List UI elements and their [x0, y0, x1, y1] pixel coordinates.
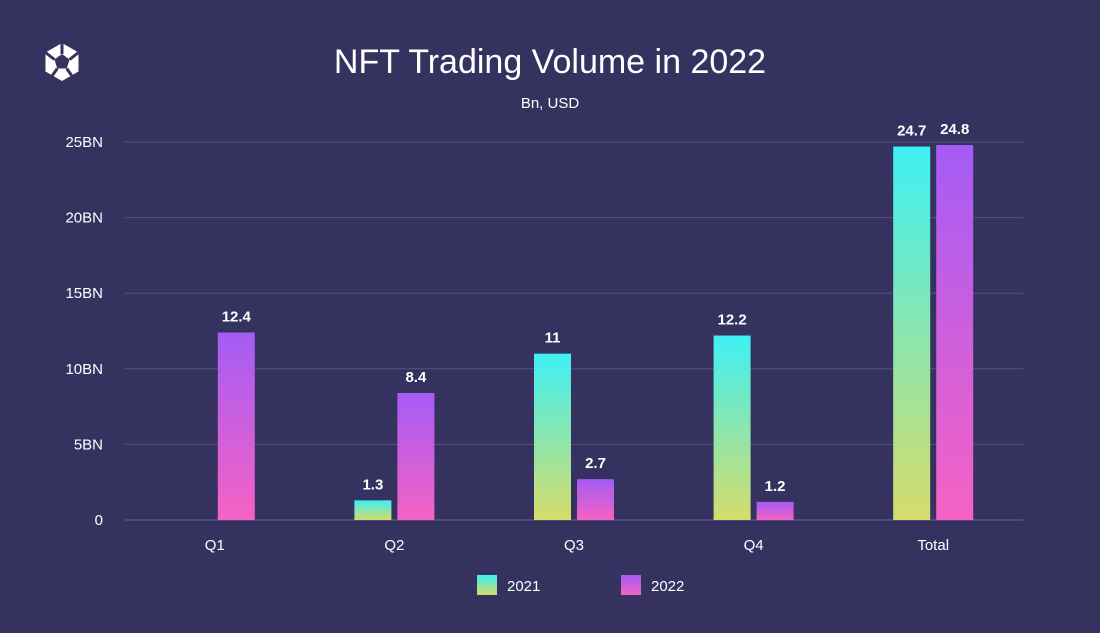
x-tick-label: Q2 [384, 537, 404, 554]
y-tick-label: 5BN [74, 436, 103, 453]
legend-swatch-2021 [477, 575, 497, 595]
data-label: 2.7 [585, 455, 606, 472]
bar-2022-Q1 [217, 332, 255, 520]
y-tick-label: 20BN [65, 210, 103, 227]
bar-2021-Q3 [534, 353, 571, 520]
bar-2022-Q2 [397, 392, 435, 520]
bars [217, 145, 974, 521]
legend-item-2022: 2022 [621, 575, 684, 595]
data-label: 8.4 [405, 369, 427, 386]
y-tick-label: 25BN [65, 134, 103, 151]
x-tick-label: Q4 [744, 537, 764, 554]
bar-2021-Q4 [713, 335, 751, 520]
gridlines [125, 141, 1023, 521]
x-tick-label: Q3 [564, 537, 584, 554]
legend-item-2021: 2021 [477, 575, 540, 595]
data-label: 24.8 [940, 121, 969, 138]
y-tick-label: 15BN [65, 285, 103, 302]
x-tick-label: Total [917, 537, 949, 554]
legend-label-2021: 2021 [507, 578, 540, 595]
legend: 2021 2022 [477, 575, 684, 595]
bar-2022-Total [936, 145, 974, 521]
legend-label-2022: 2022 [651, 578, 684, 595]
y-axis-ticks: 0 5BN 10BN 15BN 20BN 25BN [65, 134, 103, 529]
chart-title: NFT Trading Volume in 2022 [334, 43, 766, 81]
x-axis-categories: Q1 Q2 Q3 Q4 Total [205, 537, 949, 554]
data-labels: 12.4 1.3 8.4 11 2.7 12.2 1.2 24.7 24.8 [222, 121, 970, 495]
data-label: 24.7 [897, 123, 926, 140]
hexagon-star-logo-icon [44, 43, 80, 81]
bar-2022-Q4 [756, 501, 794, 520]
data-label: 11 [545, 330, 561, 347]
y-tick-label: 0 [95, 512, 103, 529]
legend-swatch-2022 [621, 575, 641, 595]
data-label: 1.2 [765, 478, 786, 495]
bar-2022-Q3 [577, 479, 614, 520]
x-tick-label: Q1 [205, 537, 225, 554]
data-label: 1.3 [362, 476, 383, 493]
bar-2021-Total [893, 146, 931, 520]
chart-subtitle: Bn, USD [521, 95, 580, 112]
data-label: 12.2 [717, 312, 746, 329]
data-label: 12.4 [222, 309, 252, 326]
y-tick-label: 10BN [65, 361, 103, 378]
bar-2021-Q2 [354, 500, 392, 520]
